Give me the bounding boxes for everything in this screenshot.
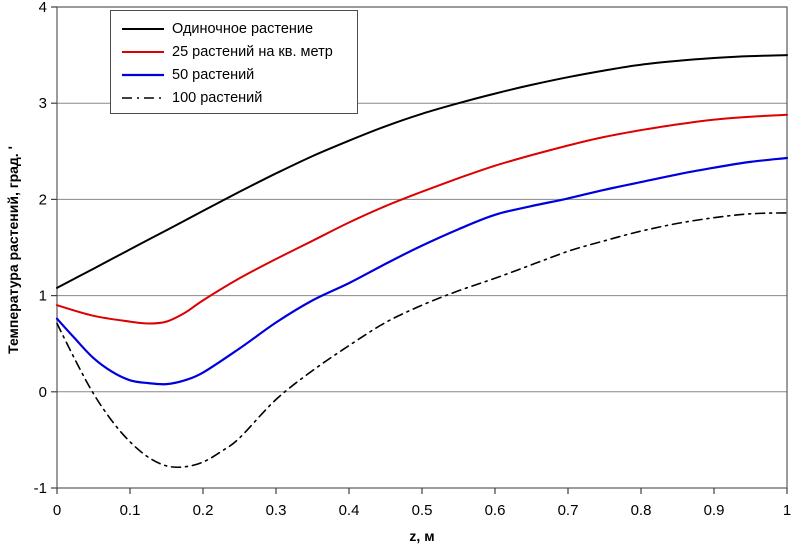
x-tick-label: 0.8 (631, 502, 652, 519)
series-line-0 (56, 54, 788, 289)
legend-line-sample (122, 73, 164, 76)
tick-labels: 0 0.1 0.2 0.3 0.4 0.5 0.6 0.7 0.8 0.9 1 -1 0 1 2 3 4 (34, 0, 791, 519)
x-tick-label: 0.2 (193, 502, 214, 519)
y-tick-label: 3 (39, 95, 47, 112)
legend-line-sample (122, 50, 164, 53)
y-tick-label: 2 (39, 191, 47, 208)
series-line-1 (56, 113, 788, 325)
y-axis-title: Температура растений, град. ' (5, 146, 21, 354)
series-line-2 (55, 156, 789, 386)
x-tick-label: 1 (783, 502, 791, 519)
legend-item-0: Одиночное растение (121, 17, 349, 40)
x-tick-label: 0.5 (412, 502, 433, 519)
x-tick-label: 0.4 (339, 502, 360, 519)
series-lines (55, 54, 789, 469)
legend-item-1: 25 растений на кв. метр (121, 40, 349, 63)
y-tick-label: -1 (34, 480, 47, 497)
x-tick-label: 0.3 (266, 502, 287, 519)
gridlines (57, 102, 787, 393)
legend: Одиночное растение 25 растений на кв. мет… (110, 10, 358, 114)
legend-label: 100 растений (172, 89, 263, 106)
x-tick-label: 0.6 (485, 502, 506, 519)
y-tick-label: 1 (39, 288, 47, 305)
x-tick-label: 0 (53, 502, 61, 519)
legend-line-sample (122, 27, 164, 30)
legend-label: Одиночное растение (172, 20, 314, 37)
x-axis-title: z, м (409, 528, 434, 544)
legend-label: 25 растений на кв. метр (172, 43, 333, 60)
y-tick-label: 0 (39, 384, 47, 401)
x-tick-label: 0.9 (704, 502, 725, 519)
legend-label: 50 растений (172, 66, 255, 83)
x-tick-label: 0.7 (558, 502, 579, 519)
axis-ticks (51, 6, 788, 494)
x-tick-label: 0.1 (120, 502, 141, 519)
legend-item-3: 100 растений (121, 86, 349, 109)
legend-item-2: 50 растений (121, 63, 349, 86)
series-line-3 (56, 212, 788, 469)
legend-line-sample (122, 96, 164, 99)
y-tick-label: 4 (39, 0, 47, 16)
